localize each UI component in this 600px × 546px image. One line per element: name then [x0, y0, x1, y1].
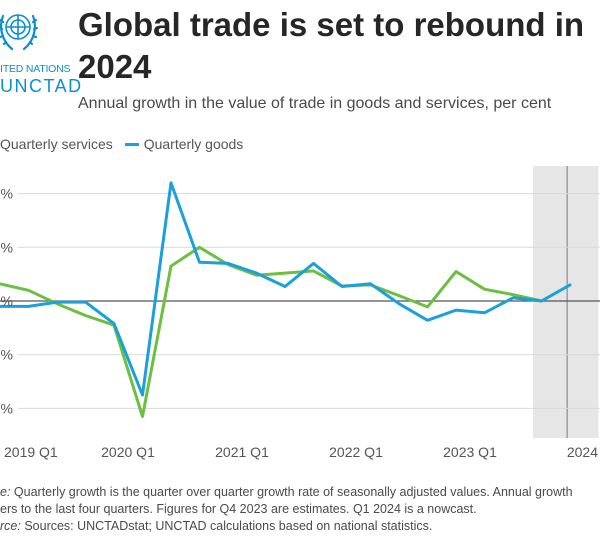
forecast-shaded-band — [532, 166, 599, 438]
note-prefix: e: — [0, 485, 11, 499]
source-prefix: rce: — [0, 519, 21, 533]
x-tick-label-3: 2022 Q1 — [329, 444, 383, 460]
logo-acronym: UNCTAD — [0, 76, 83, 96]
x-tick-label-0: 2019 Q1 — [4, 444, 58, 460]
source-line: rce: Sources: UNCTADstat; UNCTAD calcula… — [0, 518, 600, 535]
chart-subtitle: Annual growth in the value of trade in g… — [78, 95, 552, 112]
y-tick-label-3: 0% — [0, 347, 13, 363]
chart-title: Global trade is set to rebound in 2024 — [78, 6, 585, 85]
note-text-2: ers to the last four quarters. Figures f… — [0, 502, 477, 516]
note-text-1: Quarterly growth is the quarter over qua… — [13, 485, 573, 499]
chart-legend: Quarterly services Quarterly goods — [0, 136, 251, 152]
legend-label-goods: Quarterly goods — [143, 136, 244, 152]
line-chart: 0% 0% 0% 0% 0% 2019 Q1 2020 Q1 2021 Q1 2022 Q1 20… — [0, 166, 600, 460]
y-tick-label-0: 0% — [0, 186, 13, 202]
chart-notes: e: Quarterly growth is the quarter over … — [0, 484, 600, 535]
note-line-1: e: Quarterly growth is the quarter over … — [0, 484, 600, 501]
series-line-services — [0, 245, 543, 418]
y-tick-label-2: 0% — [0, 293, 13, 309]
source-text: Sources: UNCTADstat; UNCTAD calculations… — [24, 519, 433, 533]
x-tick-label-1: 2020 Q1 — [101, 444, 155, 460]
y-tick-label-4: 0% — [0, 400, 13, 416]
x-tick-label-4: 2023 Q1 — [443, 444, 497, 460]
logo-organization-name: ITED NATIONS — [0, 63, 71, 75]
legend-label-services: Quarterly services — [0, 136, 113, 152]
note-line-2: ers to the last four quarters. Figures f… — [0, 501, 600, 518]
unctad-logo: ITED NATIONS UNCTAD — [0, 2, 81, 106]
series-line-goods — [0, 181, 572, 397]
legend-item-goods[interactable]: Quarterly goods — [124, 136, 244, 152]
un-emblem-icon — [0, 14, 39, 51]
y-tick-label-1: 0% — [0, 239, 13, 255]
legend-item-services[interactable]: Quarterly services — [0, 136, 113, 152]
x-tick-label-2: 2021 Q1 — [215, 444, 269, 460]
legend-swatch-goods — [124, 142, 139, 146]
x-tick-label-5: 2024 — [567, 444, 598, 460]
